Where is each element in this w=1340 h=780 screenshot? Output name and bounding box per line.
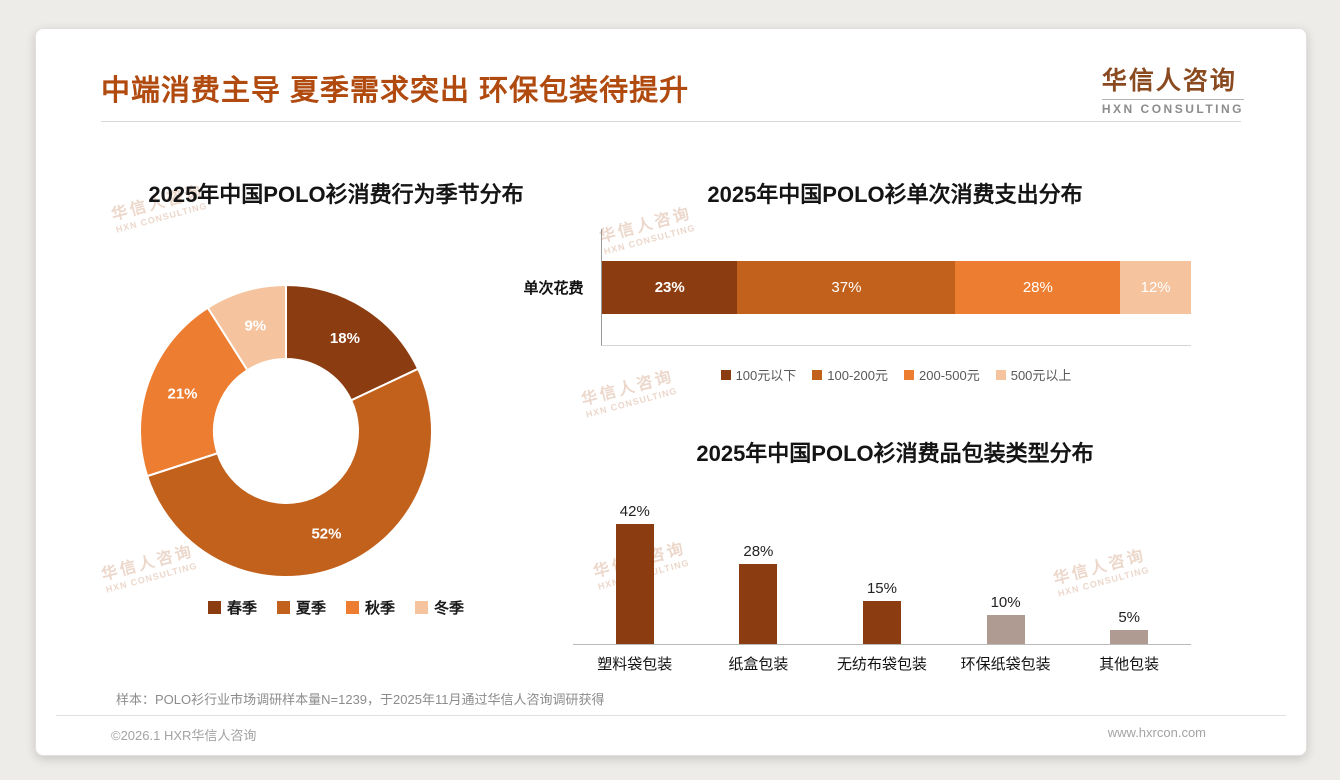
stacked-segment-3: 28% [955,260,1121,314]
stacked-legend-item: 100-200元 [812,365,888,384]
logo-chinese-name: 华信人咨询 [1101,67,1237,95]
bar [1110,630,1149,644]
bar-category-label: 塑料袋包装 [597,656,673,673]
stacked-chart: 单次花费 23% 37% 28% 12% [506,229,1191,346]
legend-swatch-icon [415,601,429,614]
donut-segment-3 [139,306,249,478]
bar-column: 15% [820,489,944,644]
legend-swatch-icon [346,601,359,614]
legend-label: 200-500元 [919,368,980,383]
stacked-segment-1: 23% [602,260,738,314]
company-logo: 华信人咨询 HXN CONSULTING [1101,61,1244,116]
title-divider [101,121,1241,122]
donut-segment-2 [145,367,433,578]
bar [615,524,654,644]
donut-legend-item: 夏季 [276,597,326,618]
bar-value-label: 15% [866,580,897,597]
season-donut-chart: 18% 52% 21% 9% [139,283,433,578]
legend-swatch-icon [207,601,221,614]
legend-label: 500元以上 [1010,368,1072,383]
logo-english-name: HXN CONSULTING [1101,99,1244,116]
donut-legend-item: 冬季 [415,597,464,618]
donut-legend-item: 秋季 [346,597,395,618]
legend-swatch-icon [812,369,823,380]
stacked-bar: 23% 37% 28% 12% [602,260,1191,314]
bar-chart-title: 2025年中国POLO衫消费品包装类型分布 [696,441,1094,466]
bar-column: 42% [573,489,697,644]
bar-value-label: 5% [1118,609,1141,626]
donut-legend: 春季 夏季 秋季 冬季 [101,597,571,618]
bar [739,564,778,644]
donut-data-label: 18% [330,330,360,347]
bar-column: 28% [697,489,821,644]
page-title: 中端消费主导 夏季需求突出 环保包装待提升 [101,75,690,107]
legend-swatch-icon [276,601,290,614]
donut-data-label: 9% [244,317,266,334]
legend-label: 100-200元 [827,368,888,383]
donut-chart-title: 2025年中国POLO衫消费行为季节分布 [148,182,524,207]
footer-divider [56,715,1286,716]
stacked-legend-item: 200-500元 [904,365,980,384]
bar-category-label: 无纺布袋包装 [836,656,927,673]
bar-column: 5% [1067,489,1191,644]
stacked-segment-2: 37% [737,260,956,314]
stacked-legend-item: 500元以上 [995,365,1072,384]
legend-label: 夏季 [295,600,326,617]
stacked-chart-title: 2025年中国POLO衫单次消费支出分布 [707,182,1083,207]
legend-label: 秋季 [365,600,396,617]
donut-data-label: 21% [167,386,197,403]
legend-swatch-icon [995,369,1006,380]
stacked-axis-label: 单次花费 [523,280,584,297]
stacked-segment-4: 12% [1120,260,1191,314]
donut-segment-1 [285,283,420,402]
bar [862,601,901,644]
bar-category-labels: 塑料袋包装 纸盒包装 无纺布袋包装 环保纸袋包装 其他包装 [573,653,1191,674]
legend-swatch-icon [904,369,914,380]
legend-label: 100元以下 [735,368,797,383]
footer-website: www.hxrcon.com [1107,725,1206,740]
legend-label: 冬季 [434,600,465,617]
donut-data-label: 52% [311,525,341,542]
stacked-legend: 100元以下 100-200元 200-500元 500元以上 [601,365,1191,384]
bar [986,615,1025,644]
stacked-legend-item: 100元以下 [720,365,797,384]
legend-swatch-icon [720,369,731,380]
donut-segment-4 [206,283,287,372]
bar-category-label: 纸盒包装 [728,656,789,673]
footer-copyright: ©2026.1 HXR华信人咨询 [111,728,257,743]
watermark-en: HXN CONSULTING [584,385,679,420]
donut-legend-item: 春季 [207,597,257,618]
report-card: 华信人咨询 HXN CONSULTING 华信人咨询 HXN CONSULTIN… [35,28,1307,756]
bar-value-label: 10% [990,594,1021,611]
legend-label: 春季 [226,600,257,617]
sample-note: 样本：POLO衫行业市场调研样本量N=1239，于2025年11月通过华信人咨询… [116,692,605,707]
bar-value-label: 28% [743,543,774,560]
stacked-plot-area: 23% 37% 28% 12% [601,229,1191,346]
packaging-bar-chart: 42% 28% 15% 10% 5% [573,489,1191,645]
bar-category-label: 其他包装 [1099,656,1160,673]
bar-column: 10% [944,489,1068,644]
bar-value-label: 42% [619,503,650,520]
bar-category-label: 环保纸袋包装 [960,656,1051,673]
